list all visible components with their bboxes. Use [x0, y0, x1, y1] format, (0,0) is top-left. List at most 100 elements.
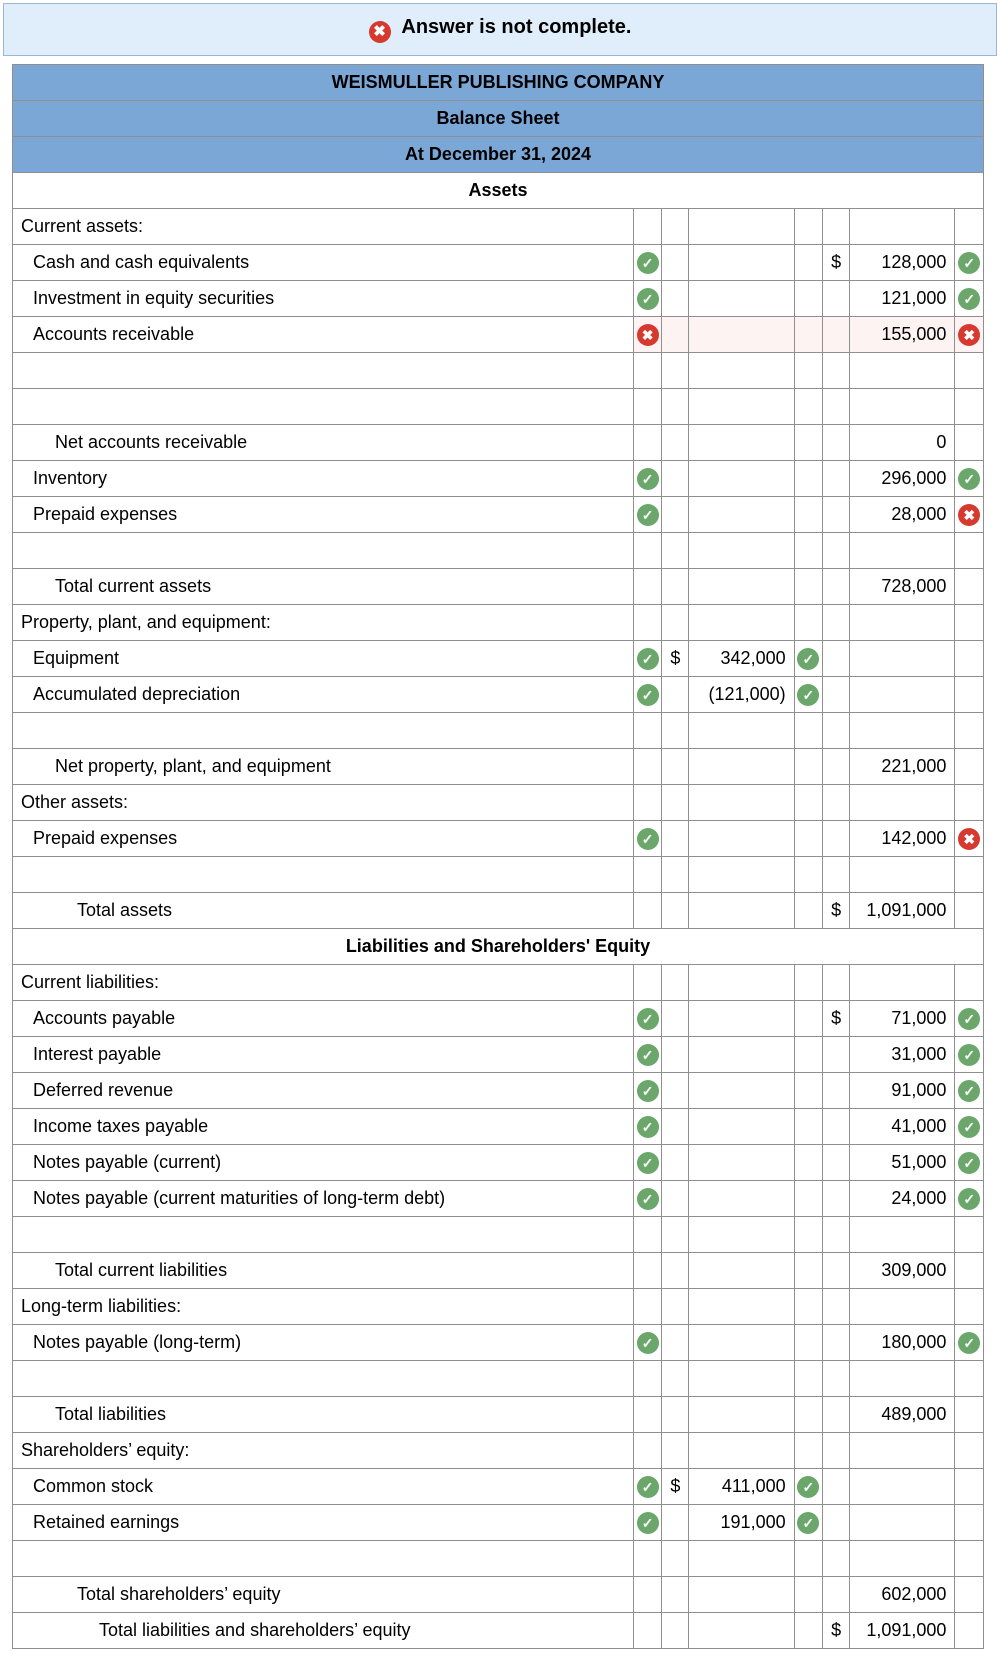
check-icon: ✓	[637, 684, 659, 706]
table-row: Total shareholders’ equity 602,000	[13, 1577, 984, 1613]
row-label: Shareholders’ equity:	[13, 1433, 634, 1469]
check-icon: ✓	[637, 1152, 659, 1174]
check-icon: ✓	[958, 1044, 980, 1066]
table-row: Current liabilities:	[13, 965, 984, 1001]
table-row	[13, 533, 984, 569]
row-label: Total current liabilities	[13, 1253, 634, 1289]
row-value: 121,000	[849, 281, 955, 317]
row-label: Long-term liabilities:	[13, 1289, 634, 1325]
check-icon: ✓	[958, 1116, 980, 1138]
row-value: 24,000	[849, 1181, 955, 1217]
row-label: Accumulated depreciation	[13, 677, 634, 713]
table-row: Interest payable ✓ 31,000 ✓	[13, 1037, 984, 1073]
table-row: Property, plant, and equipment:	[13, 605, 984, 641]
check-icon: ✓	[637, 252, 659, 274]
row-label: Total shareholders’ equity	[13, 1577, 634, 1613]
row-value: 489,000	[849, 1397, 955, 1433]
check-icon: ✓	[637, 1188, 659, 1210]
row-label: Other assets:	[13, 785, 634, 821]
table-row: Notes payable (current maturities of lon…	[13, 1181, 984, 1217]
row-value: 91,000	[849, 1073, 955, 1109]
error-icon: ✖	[369, 21, 391, 43]
row-value: 602,000	[849, 1577, 955, 1613]
table-row: Shareholders’ equity:	[13, 1433, 984, 1469]
table-row: Total current assets 728,000	[13, 569, 984, 605]
row-label: Notes payable (current maturities of lon…	[13, 1181, 634, 1217]
check-icon: ✓	[958, 468, 980, 490]
x-icon: ✖	[958, 324, 980, 346]
check-icon: ✓	[637, 288, 659, 310]
x-icon: ✖	[637, 324, 659, 346]
table-row: Current assets:	[13, 209, 984, 245]
check-icon: ✓	[637, 1044, 659, 1066]
date-header: At December 31, 2024	[13, 137, 984, 173]
check-icon: ✓	[637, 1008, 659, 1030]
table-row: Total liabilities 489,000	[13, 1397, 984, 1433]
check-icon: ✓	[637, 648, 659, 670]
check-icon: ✓	[637, 828, 659, 850]
x-icon: ✖	[958, 828, 980, 850]
row-label: Total current assets	[13, 569, 634, 605]
table-row: At December 31, 2024	[13, 137, 984, 173]
x-icon: ✖	[958, 504, 980, 526]
balance-sheet-table: WEISMULLER PUBLISHING COMPANY Balance Sh…	[12, 64, 984, 1649]
check-icon: ✓	[958, 288, 980, 310]
table-row	[13, 1361, 984, 1397]
row-value: 71,000	[849, 1001, 955, 1037]
table-row: Cash and cash equivalents ✓ $ 128,000 ✓	[13, 245, 984, 281]
check-icon: ✓	[958, 1332, 980, 1354]
dollar-sign: $	[662, 1469, 688, 1505]
check-icon: ✓	[797, 648, 819, 670]
check-icon: ✓	[958, 1008, 980, 1030]
check-icon: ✓	[958, 1152, 980, 1174]
row-value: 191,000	[688, 1505, 794, 1541]
table-row: Notes payable (current) ✓ 51,000 ✓	[13, 1145, 984, 1181]
table-row: Common stock ✓ $ 411,000 ✓	[13, 1469, 984, 1505]
check-icon: ✓	[637, 1116, 659, 1138]
table-row: Notes payable (long-term) ✓ 180,000 ✓	[13, 1325, 984, 1361]
check-icon: ✓	[797, 1512, 819, 1534]
table-row: Total current liabilities 309,000	[13, 1253, 984, 1289]
check-icon: ✓	[637, 1080, 659, 1102]
table-row	[13, 713, 984, 749]
table-row	[13, 1541, 984, 1577]
row-label: Notes payable (current)	[13, 1145, 634, 1181]
row-value: 1,091,000	[849, 1613, 955, 1649]
table-row: Net accounts receivable 0	[13, 425, 984, 461]
row-value: 41,000	[849, 1109, 955, 1145]
title-header: Balance Sheet	[13, 101, 984, 137]
table-row: Long-term liabilities:	[13, 1289, 984, 1325]
company-header: WEISMULLER PUBLISHING COMPANY	[13, 65, 984, 101]
row-value: 31,000	[849, 1037, 955, 1073]
row-value: 411,000	[688, 1469, 794, 1505]
row-label: Prepaid expenses	[13, 497, 634, 533]
row-label: Cash and cash equivalents	[13, 245, 634, 281]
row-label: Investment in equity securities	[13, 281, 634, 317]
row-value: 142,000	[849, 821, 955, 857]
row-value: 155,000	[849, 317, 955, 353]
table-row: Accounts receivable ✖ 155,000 ✖	[13, 317, 984, 353]
dollar-sign: $	[823, 1613, 849, 1649]
row-value: 728,000	[849, 569, 955, 605]
row-label: Common stock	[13, 1469, 634, 1505]
table-row: Investment in equity securities ✓ 121,00…	[13, 281, 984, 317]
table-row: WEISMULLER PUBLISHING COMPANY	[13, 65, 984, 101]
check-icon: ✓	[637, 1512, 659, 1534]
row-label: Property, plant, and equipment:	[13, 605, 634, 641]
table-row: Other assets:	[13, 785, 984, 821]
row-label: Notes payable (long-term)	[13, 1325, 634, 1361]
row-label: Equipment	[13, 641, 634, 677]
row-label: Deferred revenue	[13, 1073, 634, 1109]
row-label: Net accounts receivable	[13, 425, 634, 461]
table-row	[13, 389, 984, 425]
row-label: Accounts payable	[13, 1001, 634, 1037]
check-icon: ✓	[637, 1332, 659, 1354]
table-row	[13, 353, 984, 389]
check-icon: ✓	[797, 1476, 819, 1498]
row-label: Net property, plant, and equipment	[13, 749, 634, 785]
table-row: Prepaid expenses ✓ 28,000 ✖	[13, 497, 984, 533]
row-value: 28,000	[849, 497, 955, 533]
row-label: Prepaid expenses	[13, 821, 634, 857]
row-value: 221,000	[849, 749, 955, 785]
dollar-sign: $	[823, 1001, 849, 1037]
